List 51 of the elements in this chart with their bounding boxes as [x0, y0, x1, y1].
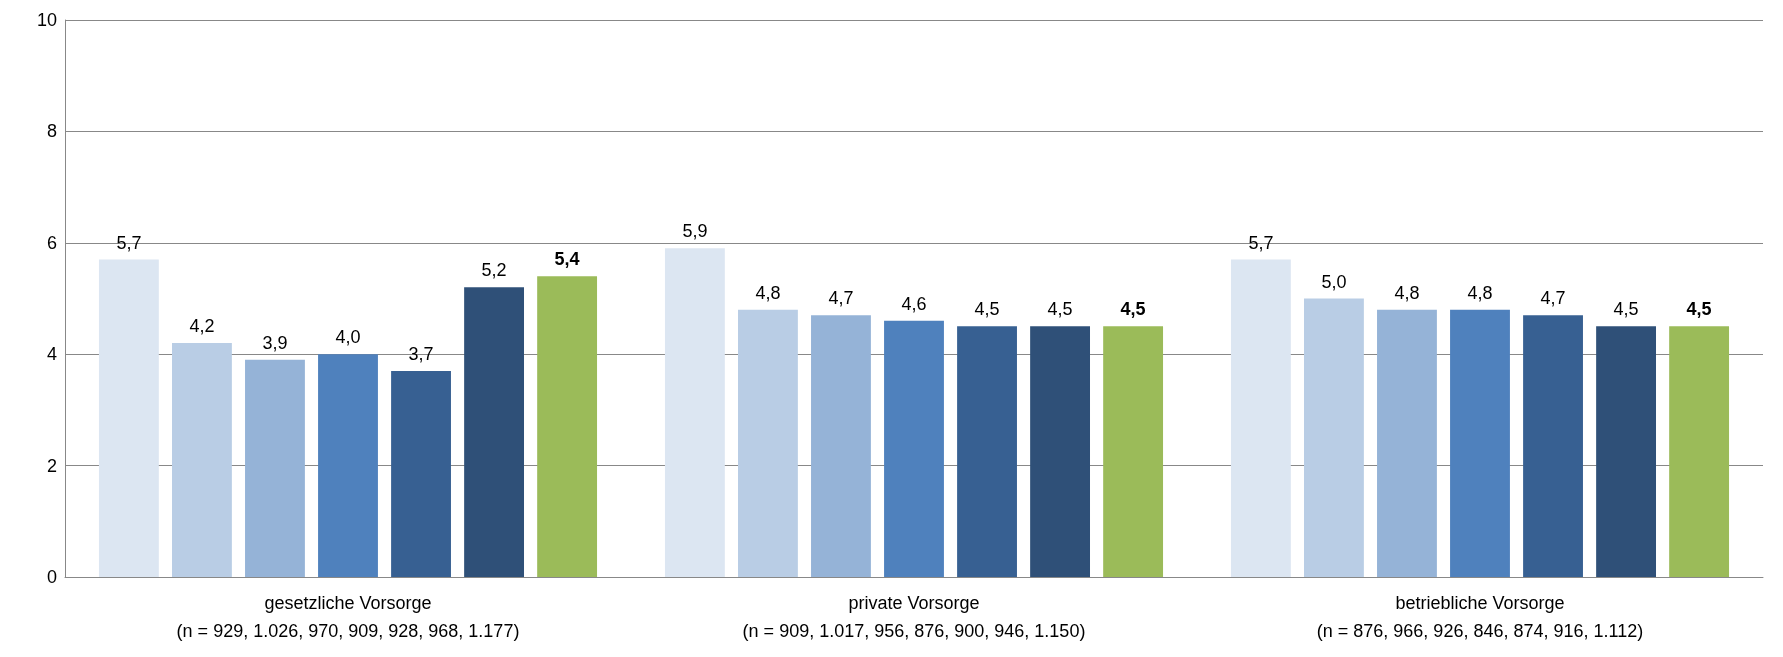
- data-label: 5,2: [481, 260, 507, 281]
- bar: [98, 259, 159, 577]
- data-label: 4,2: [189, 316, 215, 337]
- bar: [245, 359, 305, 577]
- data-label: 4,5: [1613, 299, 1639, 320]
- data-label: 4,5: [1047, 299, 1073, 320]
- bar: [1377, 309, 1437, 577]
- bar: [957, 326, 1017, 577]
- data-label: 4,6: [901, 293, 927, 314]
- bar: [664, 248, 725, 577]
- bar: [1523, 315, 1583, 577]
- bar: [318, 354, 378, 577]
- data-label: 5,7: [116, 232, 142, 253]
- y-tick-label: 4: [46, 344, 57, 365]
- data-label: 5,4: [554, 249, 580, 270]
- data-label: 4,7: [828, 288, 854, 309]
- x-tick-label: betriebliche Vorsorge (n = 876, 966, 926, 846, 874, 916, 1.112): [1316, 593, 1644, 641]
- bar: [1596, 326, 1656, 577]
- bar: [1230, 259, 1291, 577]
- y-tick-label: 6: [46, 232, 57, 253]
- bar: [1030, 326, 1090, 577]
- data-label: 4,8: [755, 282, 781, 303]
- y-tick-label: 10: [36, 10, 57, 30]
- data-label: 5,7: [1248, 232, 1274, 253]
- bar: [1669, 326, 1730, 577]
- data-label: 5,9: [682, 221, 708, 242]
- data-label: 4,8: [1467, 282, 1493, 303]
- bar: [464, 287, 524, 577]
- x-tick-label: private Vorsorge (n = 909, 1.017, 956, 876, 900, 946, 1.150): [742, 593, 1086, 641]
- y-tick-label: 0: [46, 567, 57, 587]
- data-label: 3,7: [408, 343, 434, 364]
- bar: [391, 370, 451, 577]
- bar: [811, 315, 871, 577]
- bar: [738, 309, 798, 577]
- data-label: 4,5: [974, 299, 1000, 320]
- data-label: 4,0: [335, 327, 361, 348]
- bar: [1450, 309, 1510, 577]
- bar: [884, 320, 944, 577]
- bar: [537, 276, 598, 577]
- bar: [1304, 298, 1364, 577]
- data-label: 4,5: [1120, 299, 1146, 320]
- data-label: 3,9: [262, 332, 288, 353]
- y-tick-label: 8: [46, 121, 57, 142]
- x-tick-label: gesetzliche Vorsorge (n = 929, 1.026, 970, 909, 928, 968, 1.177): [176, 593, 520, 641]
- data-label: 4,7: [1540, 288, 1566, 309]
- data-label: 4,5: [1686, 299, 1712, 320]
- y-tick-label: 2: [46, 455, 57, 476]
- data-label: 4,8: [1394, 282, 1420, 303]
- data-label: 5,0: [1321, 271, 1347, 292]
- bar: [172, 343, 232, 577]
- bar: [1103, 326, 1164, 577]
